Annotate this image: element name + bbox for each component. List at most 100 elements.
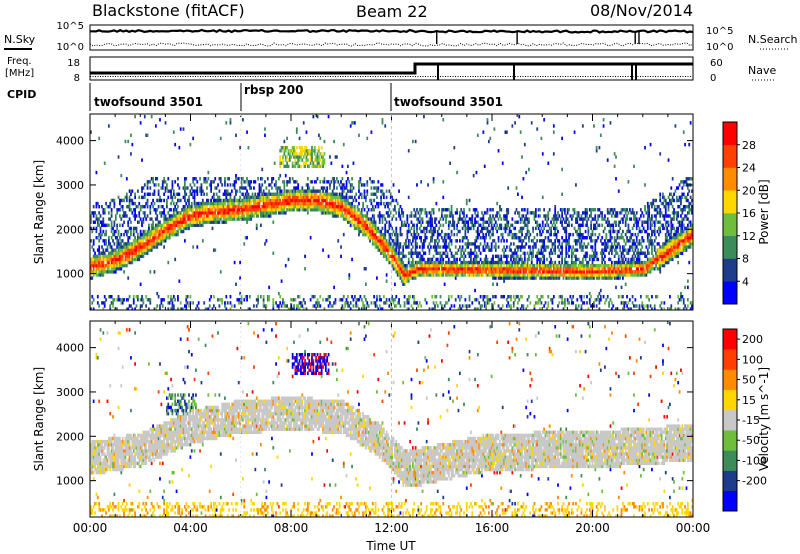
power-cell bbox=[153, 242, 156, 246]
power-cell bbox=[438, 260, 441, 265]
power-cell bbox=[431, 257, 434, 262]
power-cell bbox=[132, 242, 135, 246]
power-cell bbox=[183, 195, 186, 200]
power-cell bbox=[200, 214, 203, 218]
power-cell bbox=[420, 217, 423, 221]
power-cell bbox=[308, 189, 311, 193]
power-cell bbox=[161, 211, 164, 215]
power-cell bbox=[199, 220, 201, 224]
power-cell bbox=[497, 267, 500, 271]
power-cell bbox=[552, 232, 555, 237]
power-cell bbox=[335, 198, 338, 203]
power-cell bbox=[334, 214, 337, 218]
power-cell bbox=[471, 260, 474, 265]
power-cell bbox=[172, 211, 175, 215]
power-cell bbox=[107, 254, 110, 259]
power-cell bbox=[222, 201, 225, 206]
power-cell bbox=[450, 294, 453, 299]
power-cell bbox=[125, 307, 128, 310]
power-cell bbox=[119, 198, 121, 203]
power-cell bbox=[298, 201, 301, 206]
power-cell bbox=[500, 254, 503, 259]
power-cell bbox=[146, 242, 149, 246]
power-cell bbox=[240, 192, 243, 196]
power-cell bbox=[240, 301, 243, 305]
power-cell bbox=[523, 273, 526, 277]
power-cell bbox=[250, 208, 253, 212]
power-cell bbox=[464, 260, 467, 265]
power-cell bbox=[130, 226, 132, 231]
power-cell bbox=[164, 232, 167, 237]
power-cell bbox=[515, 276, 518, 280]
power-cell bbox=[497, 263, 500, 268]
power-cell bbox=[457, 294, 460, 299]
power-cell bbox=[445, 239, 447, 243]
power-cell bbox=[199, 177, 201, 181]
power-cell bbox=[264, 127, 266, 131]
power-cell bbox=[95, 254, 98, 259]
power-cell bbox=[555, 273, 558, 277]
power-cell bbox=[322, 204, 324, 209]
power-cell bbox=[246, 204, 248, 209]
power-cell bbox=[438, 273, 441, 277]
power-cell bbox=[434, 267, 436, 271]
power-cell bbox=[207, 217, 210, 221]
power-cell bbox=[208, 208, 211, 212]
power-cell bbox=[499, 270, 501, 274]
power-cell bbox=[532, 239, 534, 243]
power-cell bbox=[283, 149, 286, 153]
power-cell bbox=[423, 242, 425, 246]
power-cell bbox=[185, 223, 188, 228]
power-cell bbox=[503, 273, 505, 277]
power-cell bbox=[485, 267, 487, 271]
power-cell bbox=[276, 304, 279, 308]
power-cell bbox=[347, 301, 349, 305]
power-cell bbox=[149, 239, 152, 243]
power-cell bbox=[388, 201, 391, 206]
power-cell bbox=[298, 158, 301, 162]
power-cell bbox=[541, 245, 544, 249]
power-cell bbox=[428, 220, 431, 224]
power-cell bbox=[436, 260, 439, 265]
power-cell bbox=[322, 201, 324, 206]
power-cell bbox=[229, 198, 232, 203]
power-cell bbox=[590, 304, 593, 308]
power-cell bbox=[113, 248, 116, 252]
power-cell bbox=[291, 201, 294, 206]
power-cell bbox=[399, 304, 402, 308]
power-cell bbox=[490, 232, 493, 237]
power-cell bbox=[300, 146, 302, 150]
power-cell bbox=[493, 263, 496, 268]
power-cell bbox=[139, 242, 142, 246]
power-cell bbox=[496, 263, 499, 268]
power-cell bbox=[254, 208, 257, 212]
power-cell bbox=[200, 201, 203, 206]
power-cell bbox=[476, 214, 479, 218]
power-cell bbox=[521, 263, 523, 268]
power-cell bbox=[301, 304, 304, 308]
power-cell bbox=[588, 291, 591, 296]
power-cell bbox=[280, 204, 283, 209]
power-cell bbox=[338, 208, 341, 212]
power-cell bbox=[389, 232, 392, 237]
power-cell bbox=[445, 220, 447, 224]
power-cell bbox=[409, 270, 411, 274]
power-cell bbox=[445, 260, 447, 265]
power-cell bbox=[439, 260, 442, 265]
power-cell bbox=[219, 298, 222, 302]
power-cell bbox=[273, 183, 276, 187]
power-cell bbox=[489, 208, 492, 212]
power-cell bbox=[526, 226, 529, 231]
power-cell bbox=[246, 236, 248, 240]
power-cell bbox=[519, 217, 522, 221]
power-cell bbox=[192, 136, 195, 141]
power-cell bbox=[324, 192, 327, 196]
power-cell bbox=[529, 245, 532, 249]
power-cell bbox=[132, 201, 135, 206]
power-cell bbox=[132, 245, 135, 249]
power-cell bbox=[251, 214, 254, 218]
power-cell bbox=[387, 254, 389, 259]
power-cell bbox=[482, 273, 485, 277]
power-cell bbox=[579, 260, 581, 265]
power-cell bbox=[472, 257, 475, 262]
